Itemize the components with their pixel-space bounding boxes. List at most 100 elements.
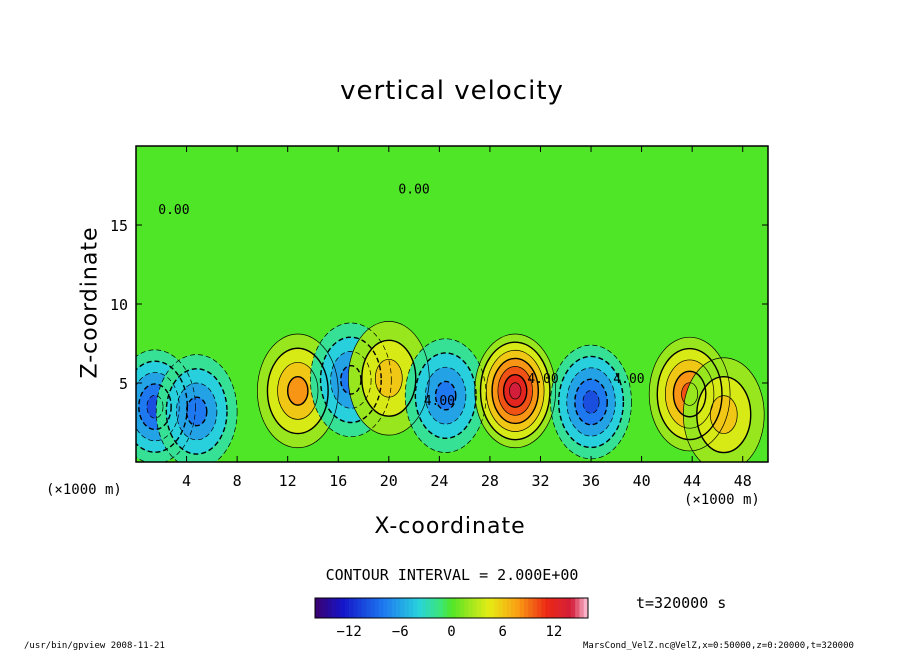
contour-ring bbox=[696, 375, 752, 454]
y-axis-label: Z-coordinate bbox=[77, 226, 103, 379]
contour-ring bbox=[665, 359, 715, 429]
contour-ring bbox=[474, 333, 556, 449]
contour-ring bbox=[330, 351, 372, 409]
contour-ring bbox=[485, 349, 545, 432]
x-tick-label: 8 bbox=[233, 472, 242, 490]
colorbar-cell bbox=[340, 598, 346, 618]
chart-title: vertical velocity bbox=[340, 76, 564, 106]
colorbar-cell bbox=[545, 598, 550, 618]
contour-ring bbox=[286, 375, 309, 406]
colorbar-tick-label: −6 bbox=[392, 624, 409, 640]
colorbar-cell bbox=[332, 598, 337, 618]
contour-ring bbox=[185, 396, 208, 427]
contour-ring bbox=[648, 336, 731, 452]
fill-level bbox=[287, 376, 308, 406]
x-ticks: 4 8 12 16 20 24 28 32 36 40 44 48 bbox=[182, 146, 752, 490]
contour-ring bbox=[509, 382, 522, 400]
contour-ring bbox=[176, 382, 218, 441]
colorbar-cell bbox=[455, 598, 461, 618]
contour-ring bbox=[348, 321, 430, 436]
contour-ring bbox=[682, 357, 765, 462]
feature-5 bbox=[405, 338, 487, 453]
colorbar-cell bbox=[524, 598, 529, 618]
colorbar-cell bbox=[502, 598, 508, 618]
contour-ring bbox=[709, 395, 738, 434]
y-tick-label: 15 bbox=[110, 217, 128, 235]
contour-ring bbox=[138, 383, 172, 431]
feature-1 bbox=[156, 354, 238, 462]
contour-ring bbox=[491, 357, 540, 425]
colorbar-tick-label: 0 bbox=[447, 624, 455, 640]
contour-ring bbox=[414, 352, 477, 440]
contour-ring bbox=[319, 336, 382, 424]
x-tick-label: 48 bbox=[734, 472, 752, 490]
x-tick-label: 4 bbox=[182, 472, 191, 490]
contour-ring bbox=[165, 368, 228, 455]
colorbar-cell bbox=[541, 598, 546, 618]
colorbar-cell bbox=[370, 598, 376, 618]
y-tick-label: 5 bbox=[119, 375, 128, 393]
x-tick-label: 16 bbox=[329, 472, 347, 490]
contour-ring bbox=[155, 354, 238, 462]
contour-label: 4.00 bbox=[424, 394, 455, 409]
contour-interval: CONTOUR INTERVAL = 2.000E+00 bbox=[325, 566, 579, 584]
contour-ring bbox=[497, 366, 533, 416]
colorbar-cell bbox=[549, 598, 555, 618]
colorbar-cell bbox=[485, 598, 491, 618]
contour-ring bbox=[502, 373, 528, 408]
colorbar-cell bbox=[558, 598, 563, 618]
colorbar-cell bbox=[361, 598, 367, 618]
colorbar-cell bbox=[438, 598, 444, 618]
fill-level bbox=[186, 397, 207, 426]
colorbar-tick-label: −12 bbox=[336, 624, 361, 640]
contour-ring bbox=[310, 322, 392, 438]
colorbar-tick-label: 6 bbox=[498, 624, 506, 640]
colorbar-cell bbox=[425, 598, 431, 618]
colorbar-cell bbox=[489, 598, 495, 618]
colorbar-cell bbox=[400, 598, 405, 618]
colorbar-cell bbox=[315, 598, 320, 618]
contour-labels: 0.00 0.00 4.00 4.00 4.00 bbox=[158, 182, 644, 409]
colorbar-cell bbox=[464, 598, 469, 618]
x-tick-label: 40 bbox=[633, 472, 651, 490]
x-tick-label: 24 bbox=[430, 472, 448, 490]
x-tick-label: 32 bbox=[531, 472, 549, 490]
x-axis-label: X-coordinate bbox=[374, 514, 526, 539]
colorbar-cell bbox=[421, 598, 427, 618]
x-unit-left: (×1000 m) bbox=[46, 482, 122, 498]
colorbar-cell bbox=[498, 598, 503, 618]
contour-ring bbox=[656, 347, 723, 441]
colorbar-cell bbox=[477, 598, 482, 618]
colorbar-cell bbox=[579, 598, 585, 618]
contour-label: 4.00 bbox=[527, 372, 558, 387]
colorbar-cell bbox=[447, 598, 452, 618]
contour-ring bbox=[340, 364, 362, 395]
contour-ring bbox=[425, 366, 467, 425]
colorbar-cell bbox=[583, 598, 589, 618]
colorbar-cell bbox=[404, 598, 410, 618]
fill-level bbox=[435, 381, 456, 410]
colorbar-cell bbox=[442, 598, 448, 618]
fill-level bbox=[509, 382, 521, 400]
x-tick-label: 20 bbox=[380, 472, 398, 490]
contour-ring bbox=[266, 347, 329, 435]
contour-ring bbox=[479, 341, 551, 441]
colorbar-cell bbox=[383, 598, 388, 618]
colorbar-cell bbox=[460, 598, 465, 618]
contour-ring bbox=[277, 362, 319, 420]
contour-ring bbox=[256, 333, 339, 449]
colorbar-cell bbox=[553, 598, 559, 618]
contour-lines bbox=[136, 321, 765, 462]
colorbar-cell bbox=[417, 598, 422, 618]
colorbar-cell bbox=[566, 598, 572, 618]
velocity-field bbox=[136, 146, 768, 462]
contour-ring bbox=[404, 338, 487, 453]
colorbar-cell bbox=[536, 598, 542, 618]
contour-ring bbox=[146, 394, 164, 419]
colorbar-cell bbox=[570, 598, 576, 618]
colorbar-cell bbox=[327, 598, 333, 618]
colorbar-cell bbox=[468, 598, 474, 618]
y-tick-label: 10 bbox=[110, 296, 128, 314]
colorbar-cell bbox=[319, 598, 324, 618]
feature-7 bbox=[550, 345, 632, 459]
